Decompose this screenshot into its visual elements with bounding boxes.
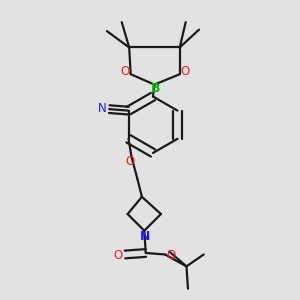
Text: O: O [180,65,190,78]
Text: O: O [114,249,123,262]
Text: N: N [140,230,150,242]
Text: B: B [151,82,161,95]
Text: N: N [98,102,107,115]
Text: O: O [167,249,176,262]
Text: O: O [125,155,135,168]
Text: O: O [121,65,130,78]
